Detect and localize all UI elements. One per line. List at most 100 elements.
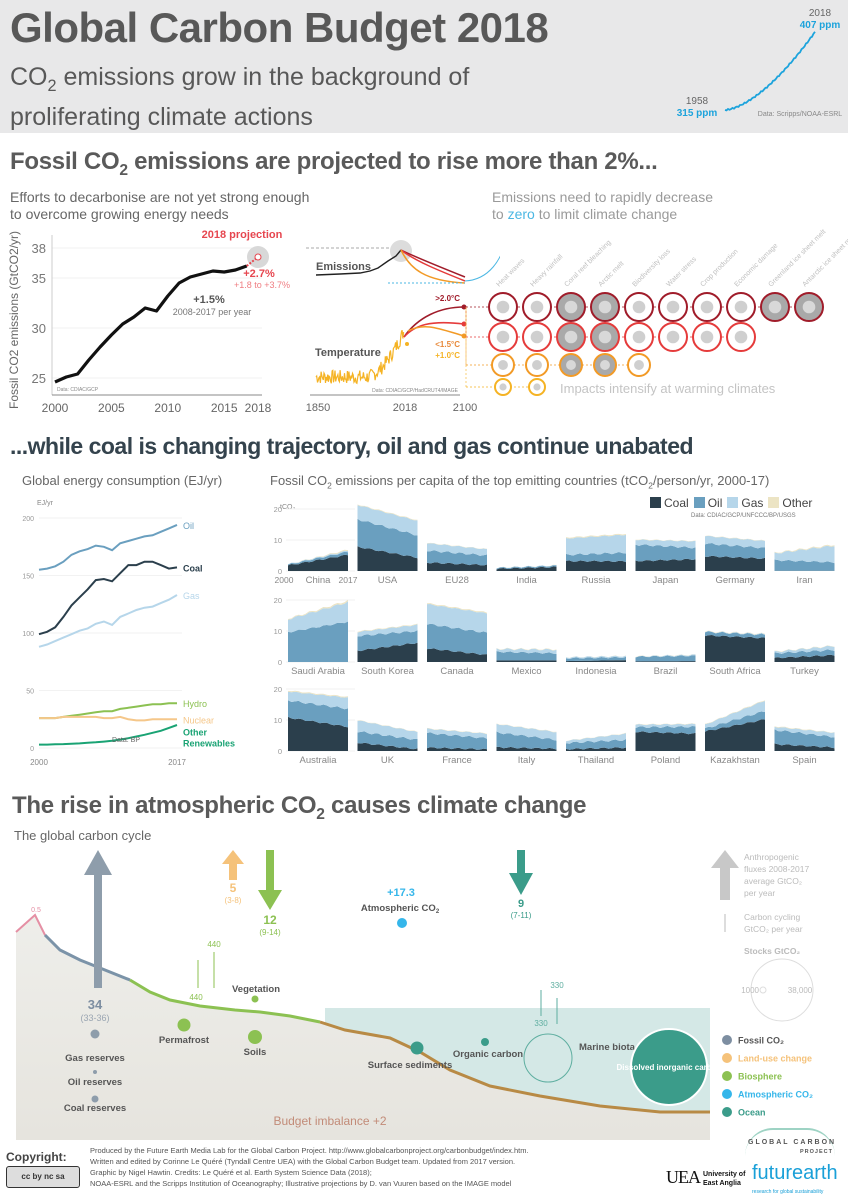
percap-y-tick: 0 (278, 747, 282, 756)
country-label-germany: Germany (715, 575, 754, 586)
fossil-x-tick: 2018 (245, 401, 272, 415)
percap-title-end: /person/yr, 2000-17) (652, 473, 770, 488)
percap-area-france-gas (427, 728, 487, 739)
percap-area-iran-oil (774, 559, 835, 571)
energy-line-hydro (39, 702, 177, 720)
dissolved-inorganic-carbon-label: Dissolved inorganic carbon (617, 1063, 722, 1072)
energy-label-nuclear: Nuclear (183, 715, 214, 725)
percap-area-germany-oil (705, 543, 765, 559)
percap-area-thailand-gas (566, 733, 626, 744)
country-label-iran: Iran (796, 575, 812, 586)
fossil-source: Data: CDIAC/GCP (57, 387, 99, 393)
country-label-india: India (516, 575, 537, 586)
percap-area-mexico-oil (496, 651, 557, 661)
volcano-value: 0.5 (31, 907, 41, 914)
impact-icons (488, 292, 824, 396)
landsink-flux-range: (9-14) (259, 928, 281, 937)
percap-y-tick: 20 (274, 685, 282, 694)
impact-icon-glyph (632, 300, 646, 314)
section1-right-subtitle: Emissions need to rapidly decrease to ze… (492, 189, 713, 223)
fossil-y-ticks: 25 30 35 38 (32, 241, 46, 386)
country-label-china: China (306, 575, 332, 586)
legend-swatch-other (768, 497, 780, 508)
energy-label-oil: Oil (183, 521, 194, 531)
country-label-poland: Poland (651, 755, 681, 766)
key-anthro-line2: fluxes 2008-2017 (744, 864, 809, 874)
energy-y-tick: 0 (30, 746, 34, 753)
energy-y-tick: 150 (22, 574, 34, 581)
temperature-history (315, 329, 405, 385)
percap-area-brazil-oil (635, 655, 696, 662)
landuse-flux-range: (3-8) (225, 896, 242, 905)
percap-area-usa-gas (357, 505, 418, 536)
energy-lines (38, 523, 178, 746)
section1-title-post: emissions are projected to rise more tha… (127, 148, 658, 175)
atmospheric-label-sub: 2 (436, 909, 440, 915)
impact-icon-glyph (632, 330, 646, 344)
gcp-logo-arc (745, 1128, 835, 1156)
china-axis-end: 2017 (339, 575, 358, 585)
percap-area-canada-other (427, 603, 487, 614)
surface-sediments-dot (410, 1041, 424, 1055)
impact-icon-glyph (530, 330, 544, 344)
energy-chart: EJ/yr 0 50 100 150 200 Oil Coal Gas Hydro Nuclea… (22, 500, 235, 767)
co2-end-value: 407 ppm (800, 20, 841, 31)
legend-dot-2 (722, 1071, 732, 1081)
energy-unit: EJ/yr (37, 500, 54, 507)
percap-y-tick: 20 (274, 505, 282, 514)
subtitle-line2: proliferating climate actions (10, 103, 313, 131)
percap-legend: Coal Oil Gas Other (650, 496, 817, 510)
key-stocks-title: Stocks GtCO₂ (744, 946, 800, 956)
percap-y-tick: 0 (278, 567, 282, 576)
atmospheric-label: Atmospheric CO2 (361, 903, 440, 915)
percap-area-poland-oil (635, 725, 696, 735)
percap-area-australia-gas (288, 691, 348, 710)
impact-label: Antarctic ice sheet melt (801, 232, 848, 288)
fossil-y-tick: 25 (32, 371, 46, 386)
percap-area-south-korea-oil (357, 630, 418, 652)
percap-area-india-oil (496, 565, 557, 570)
co2-start-value: 315 ppm (677, 108, 718, 119)
fossil-y-label: Fossil CO2 emissions (GtCO2/yr) (7, 231, 21, 409)
percap-area-uk-coal (357, 742, 418, 751)
percap-area-turkey-oil (774, 649, 835, 659)
temp-scenario-mid (403, 321, 465, 338)
footer-line2: Written and edited by Corinne Le Quéré (… (90, 1157, 516, 1166)
percap-area-thailand-coal (566, 747, 626, 751)
dissolved-inorganic-carbon-circle (630, 1028, 708, 1106)
percap-title-sub2: 2 (648, 480, 653, 491)
fossil-emissions-chart: 25 30 35 38 2000 2005 2010 2015 2018 Fossil CO2… (7, 229, 290, 415)
energy-line-nuclear (39, 715, 177, 722)
percap-area-uk-gas (357, 720, 418, 740)
energy-y-tick: 200 (22, 516, 34, 523)
country-label-russia: Russia (581, 575, 611, 586)
landsink-flux-arrow (258, 850, 282, 910)
vegetation-label: Vegetation (232, 984, 280, 995)
energy-gridlines: 0 50 100 150 200 (22, 516, 182, 753)
legend-swatch-gas (727, 497, 739, 508)
percap-area-south-africa-other (705, 630, 765, 635)
percap-area-china-other (288, 549, 348, 565)
impact-icon-glyph (499, 383, 507, 391)
percap-area-turkey-gas (774, 645, 835, 654)
fossil-x-ticks: 2000 2005 2010 2015 2018 (42, 401, 272, 415)
fossil-emissions-line (54, 264, 248, 384)
country-label-kazakhstan: Kazakhstan (710, 755, 760, 766)
key-cycling-line2: GtCO₂ per year (744, 924, 803, 934)
energy-line-gas (38, 594, 178, 648)
footer-line4: NOAA-ESRL and the Scripps Institution of… (90, 1179, 512, 1188)
percap-area-italy-gas (496, 723, 557, 741)
subtitle-sub: 2 (47, 77, 57, 95)
percap-area-australia-other (288, 690, 348, 698)
country-label-thailand: Thailand (578, 755, 614, 766)
temp-scenario-low (407, 325, 465, 337)
percap-area-france-oil (427, 732, 487, 750)
percap-chart: tCO₂ 0 10 20 0 10 20 0 10 20 China USA EU28 India Ru… (274, 504, 835, 766)
percap-area-kazakhstan-coal (705, 719, 765, 751)
country-label-italy: Italy (518, 755, 536, 766)
percap-area-eu28-coal (427, 562, 487, 571)
zero-callout (464, 255, 500, 282)
section1-title-sub: 2 (119, 161, 128, 179)
right-sub-line1: Emissions need to rapidly decrease (492, 189, 714, 205)
coal-reserves-dot (91, 1095, 99, 1103)
